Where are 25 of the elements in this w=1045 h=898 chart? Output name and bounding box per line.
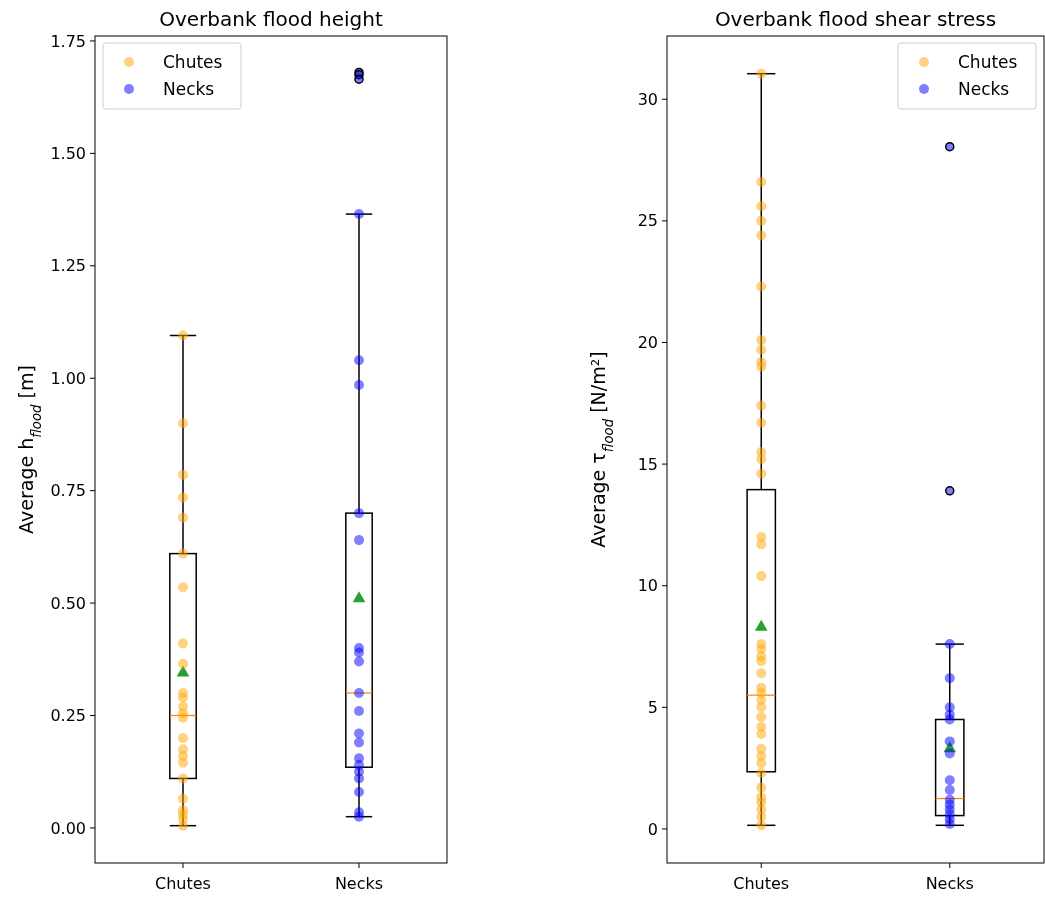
- legend-label: Chutes: [958, 51, 1018, 72]
- y-tick-label: 1.75: [50, 31, 86, 51]
- y-tick-label: 25: [637, 211, 658, 231]
- legend-label: Chutes: [163, 51, 223, 72]
- chart-title: Overbank flood shear stress: [714, 7, 997, 31]
- x-tick-label: Chutes: [155, 874, 211, 893]
- y-tick-label: 1.50: [50, 143, 86, 163]
- x-tick-label: Necks: [334, 874, 384, 893]
- y-tick-label: 20: [637, 333, 658, 353]
- y-tick-label: 10: [637, 576, 658, 596]
- legend-label: Necks: [958, 78, 1010, 99]
- legend-label: Necks: [163, 78, 215, 99]
- y-tick-label: 0.25: [50, 706, 86, 726]
- y-tick-label: 0: [647, 819, 658, 839]
- y-tick-label: 0.75: [50, 481, 86, 501]
- y-tick-label: 5: [647, 697, 658, 717]
- y-tick-label: 15: [637, 454, 658, 474]
- x-tick-label: Chutes: [733, 874, 790, 893]
- y-tick-label: 0.00: [50, 818, 86, 838]
- x-tick-label: Necks: [925, 874, 974, 893]
- chart-title: Overbank flood height: [159, 7, 383, 31]
- y-tick-label: 30: [637, 89, 658, 109]
- y-tick-label: 0.50: [50, 593, 86, 613]
- y-tick-label: 1.00: [50, 368, 86, 388]
- y-tick-label: 1.25: [50, 256, 86, 276]
